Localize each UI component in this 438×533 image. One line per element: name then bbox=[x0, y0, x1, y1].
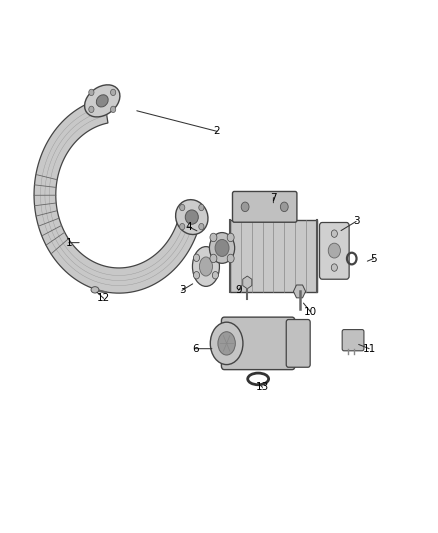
Text: 3: 3 bbox=[179, 285, 185, 295]
Text: 4: 4 bbox=[185, 222, 192, 232]
Text: 6: 6 bbox=[192, 344, 198, 354]
Circle shape bbox=[241, 202, 249, 212]
Text: 12: 12 bbox=[97, 293, 110, 303]
Ellipse shape bbox=[218, 332, 235, 355]
Circle shape bbox=[199, 204, 204, 211]
Circle shape bbox=[180, 204, 185, 211]
Circle shape bbox=[110, 106, 116, 112]
Circle shape bbox=[89, 106, 94, 112]
FancyBboxPatch shape bbox=[221, 317, 295, 369]
Text: 5: 5 bbox=[370, 254, 377, 263]
Text: 3: 3 bbox=[353, 216, 360, 227]
Text: 13: 13 bbox=[256, 382, 269, 392]
Circle shape bbox=[331, 230, 337, 237]
Ellipse shape bbox=[199, 257, 212, 276]
Circle shape bbox=[194, 271, 200, 279]
Ellipse shape bbox=[215, 239, 229, 256]
Ellipse shape bbox=[210, 322, 243, 365]
Circle shape bbox=[212, 254, 219, 262]
Ellipse shape bbox=[96, 95, 108, 107]
Polygon shape bbox=[34, 98, 201, 293]
Text: 2: 2 bbox=[213, 126, 220, 136]
Circle shape bbox=[212, 271, 219, 279]
Ellipse shape bbox=[185, 210, 198, 224]
Circle shape bbox=[194, 254, 200, 262]
FancyBboxPatch shape bbox=[286, 319, 310, 367]
Circle shape bbox=[199, 223, 204, 230]
Ellipse shape bbox=[91, 287, 99, 293]
Circle shape bbox=[280, 202, 288, 212]
Text: 11: 11 bbox=[363, 344, 376, 354]
Circle shape bbox=[227, 254, 234, 263]
Text: 10: 10 bbox=[304, 306, 317, 317]
Circle shape bbox=[210, 254, 217, 263]
Circle shape bbox=[210, 233, 217, 241]
Circle shape bbox=[180, 223, 185, 230]
Ellipse shape bbox=[209, 232, 235, 263]
Ellipse shape bbox=[192, 247, 219, 286]
FancyBboxPatch shape bbox=[230, 220, 317, 292]
Text: 9: 9 bbox=[235, 285, 242, 295]
Circle shape bbox=[328, 243, 340, 258]
FancyBboxPatch shape bbox=[233, 191, 297, 222]
Circle shape bbox=[227, 233, 234, 241]
Text: 7: 7 bbox=[270, 192, 277, 203]
Circle shape bbox=[331, 264, 337, 271]
Ellipse shape bbox=[85, 85, 120, 117]
Ellipse shape bbox=[176, 200, 208, 235]
FancyBboxPatch shape bbox=[342, 329, 364, 351]
FancyBboxPatch shape bbox=[320, 222, 349, 279]
Circle shape bbox=[89, 89, 94, 95]
Circle shape bbox=[110, 89, 116, 95]
Text: 1: 1 bbox=[66, 238, 72, 248]
